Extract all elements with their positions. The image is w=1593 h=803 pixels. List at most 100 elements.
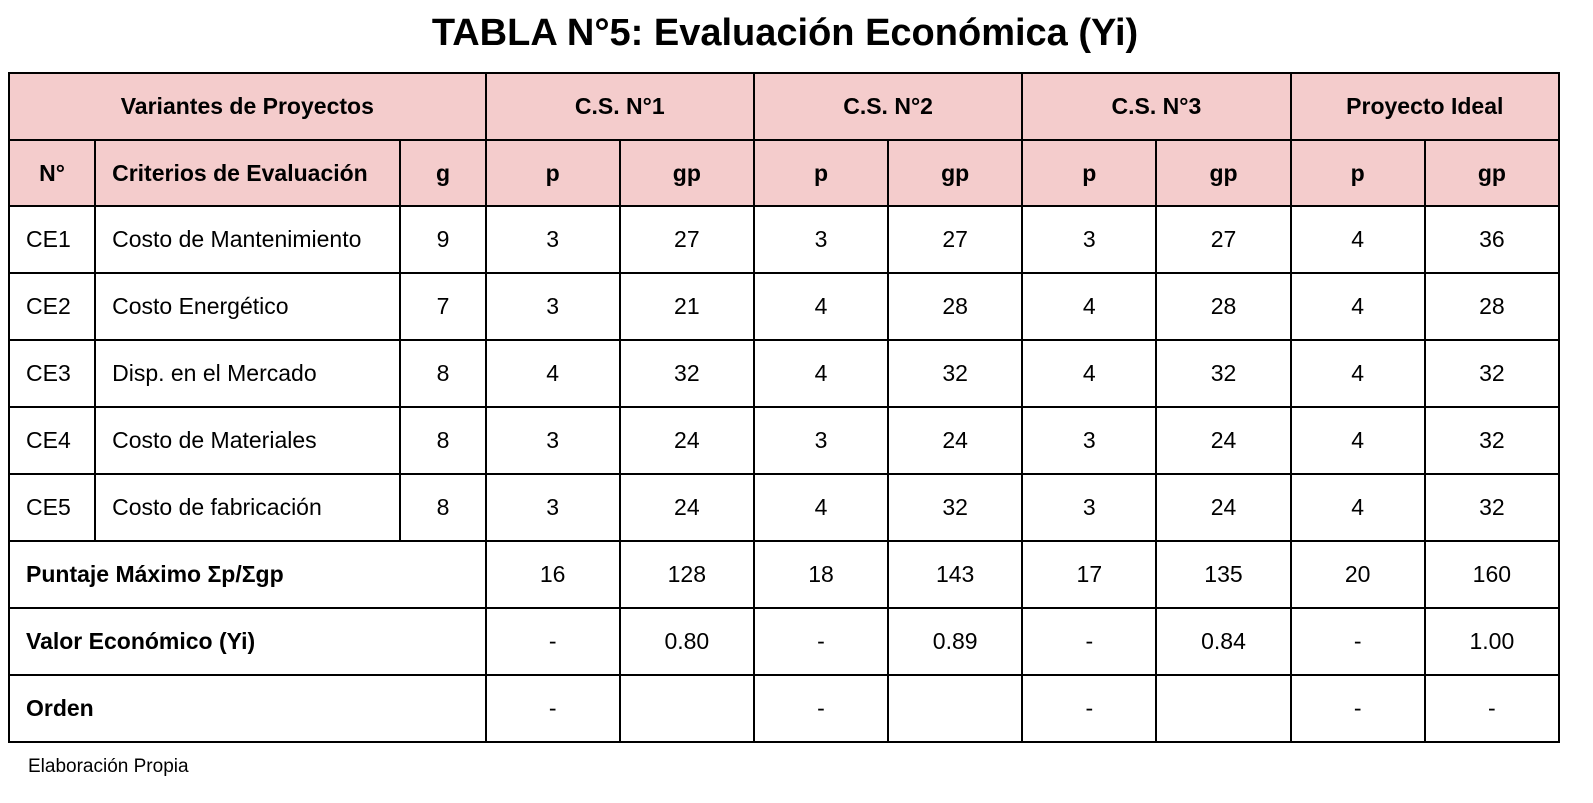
page-title: TABLA N°5: Evaluación Económica (Yi) <box>431 12 1139 54</box>
header-p: p <box>1289 139 1426 207</box>
header-gp: gp <box>1423 139 1561 207</box>
evaluation-table: Variantes de Proyectos C.S. N°1 C.S. N°2… <box>7 72 1561 743</box>
cell-value <box>618 674 755 743</box>
header-project-3: C.S. N°3 <box>1021 72 1292 141</box>
header-no: N° <box>7 139 97 207</box>
cell-value: 24 <box>1155 406 1292 475</box>
cell-value: 3 <box>1021 406 1158 475</box>
cell-value: 0.84 <box>1155 607 1292 676</box>
cell-value: 3 <box>752 406 890 475</box>
table-row: CE3 Disp. en el Mercado 8 4 32 4 32 4 32… <box>7 339 1561 408</box>
cell-value: - <box>484 607 621 676</box>
header-gp: gp <box>1155 139 1292 207</box>
source-footnote: Elaboración Propia <box>28 756 189 777</box>
cell-no: CE4 <box>7 406 97 475</box>
summary-label: Valor Económico (Yi) <box>8 607 487 676</box>
cell-g: 8 <box>399 473 487 542</box>
cell-value: 3 <box>1021 473 1158 542</box>
cell-value: 4 <box>1021 339 1158 408</box>
cell-value: 27 <box>887 205 1024 274</box>
cell-value: 24 <box>887 406 1024 475</box>
table-row: CE2 Costo Energético 7 3 21 4 28 4 28 4 … <box>7 272 1561 341</box>
summary-label: Puntaje Máximo Σp/Σgp <box>8 540 487 609</box>
header-gp: gp <box>618 139 755 207</box>
cell-value: 24 <box>618 473 755 542</box>
cell-value: - <box>1423 674 1561 743</box>
cell-value: 32 <box>1423 473 1561 542</box>
cell-value: - <box>1289 674 1426 743</box>
cell-value: 27 <box>1155 205 1292 274</box>
cell-value: 32 <box>887 339 1024 408</box>
cell-value: 4 <box>1289 473 1426 542</box>
cell-g: 9 <box>399 205 487 274</box>
header-gp: gp <box>887 139 1024 207</box>
cell-criterio: Disp. en el Mercado <box>94 339 402 408</box>
cell-no: CE2 <box>7 272 97 341</box>
cell-value <box>887 674 1024 743</box>
cell-value: 32 <box>1423 339 1561 408</box>
table-row: CE1 Costo de Mantenimiento 9 3 27 3 27 3… <box>7 205 1561 274</box>
cell-value: 3 <box>484 205 621 274</box>
cell-value: 4 <box>1289 406 1426 475</box>
cell-value: 24 <box>1155 473 1292 542</box>
cell-value: 4 <box>1021 272 1158 341</box>
cell-value: 3 <box>1021 205 1158 274</box>
summary-row-orden: Orden - - - - - <box>8 674 1561 743</box>
cell-value: - <box>1021 674 1158 743</box>
cell-value: - <box>752 674 890 743</box>
header-criteria: Criterios de Evaluación <box>94 139 402 207</box>
cell-value: 32 <box>618 339 755 408</box>
table-body: CE1 Costo de Mantenimiento 9 3 27 3 27 3… <box>7 205 1561 743</box>
cell-criterio: Costo de fabricación <box>94 473 402 542</box>
cell-value: 4 <box>1289 272 1426 341</box>
cell-value: 4 <box>1289 205 1426 274</box>
cell-value: 4 <box>752 473 890 542</box>
cell-value: 3 <box>484 272 621 341</box>
cell-value: 28 <box>1155 272 1292 341</box>
cell-value: 32 <box>1423 406 1561 475</box>
table-row: CE4 Costo de Materiales 8 3 24 3 24 3 24… <box>7 406 1561 475</box>
cell-value: 128 <box>618 540 755 609</box>
summary-row-puntaje: Puntaje Máximo Σp/Σgp 16 128 18 143 17 1… <box>8 540 1561 609</box>
header-g: g <box>399 139 487 207</box>
header-p: p <box>1021 139 1158 207</box>
cell-value: - <box>484 674 621 743</box>
cell-value: 3 <box>484 406 621 475</box>
cell-no: CE1 <box>7 205 97 274</box>
cell-criterio: Costo de Materiales <box>94 406 402 475</box>
cell-value: - <box>1289 607 1426 676</box>
cell-value: 20 <box>1289 540 1426 609</box>
summary-row-valor: Valor Económico (Yi) - 0.80 - 0.89 - 0.8… <box>8 607 1561 676</box>
table-header: Variantes de Proyectos C.S. N°1 C.S. N°2… <box>7 72 1561 207</box>
cell-value: 27 <box>618 205 755 274</box>
cell-value: 143 <box>887 540 1024 609</box>
cell-value: 21 <box>618 272 755 341</box>
cell-value: - <box>752 607 890 676</box>
summary-label: Orden <box>8 674 487 743</box>
cell-value: 1.00 <box>1423 607 1561 676</box>
cell-value: 135 <box>1155 540 1292 609</box>
cell-g: 8 <box>399 339 487 408</box>
cell-value: 36 <box>1423 205 1561 274</box>
header-row-projects: Variantes de Proyectos C.S. N°1 C.S. N°2… <box>8 72 1561 141</box>
header-p: p <box>484 139 621 207</box>
cell-value: 4 <box>484 339 621 408</box>
cell-value: 28 <box>1423 272 1561 341</box>
header-project-1: C.S. N°1 <box>484 72 755 141</box>
cell-value: 0.89 <box>887 607 1024 676</box>
cell-value: 32 <box>887 473 1024 542</box>
cell-value: 17 <box>1021 540 1158 609</box>
cell-value <box>1155 674 1292 743</box>
cell-value: 0.80 <box>618 607 755 676</box>
header-p: p <box>752 139 890 207</box>
cell-value: 24 <box>618 406 755 475</box>
cell-criterio: Costo de Mantenimiento <box>94 205 402 274</box>
header-variantes: Variantes de Proyectos <box>8 72 487 141</box>
cell-value: 4 <box>752 272 890 341</box>
cell-value: 32 <box>1155 339 1292 408</box>
cell-value: 4 <box>752 339 890 408</box>
cell-value: 160 <box>1423 540 1561 609</box>
cell-value: - <box>1021 607 1158 676</box>
cell-g: 7 <box>399 272 487 341</box>
cell-no: CE5 <box>7 473 97 542</box>
